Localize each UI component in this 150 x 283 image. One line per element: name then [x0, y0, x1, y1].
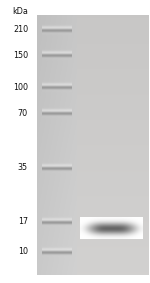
Text: 70: 70 — [18, 108, 28, 117]
Text: 100: 100 — [13, 83, 28, 91]
Text: 17: 17 — [18, 218, 28, 226]
Text: kDa: kDa — [12, 8, 28, 16]
Text: 210: 210 — [13, 25, 28, 35]
Text: 150: 150 — [13, 50, 28, 59]
Text: 10: 10 — [18, 248, 28, 256]
Text: 35: 35 — [18, 164, 28, 173]
